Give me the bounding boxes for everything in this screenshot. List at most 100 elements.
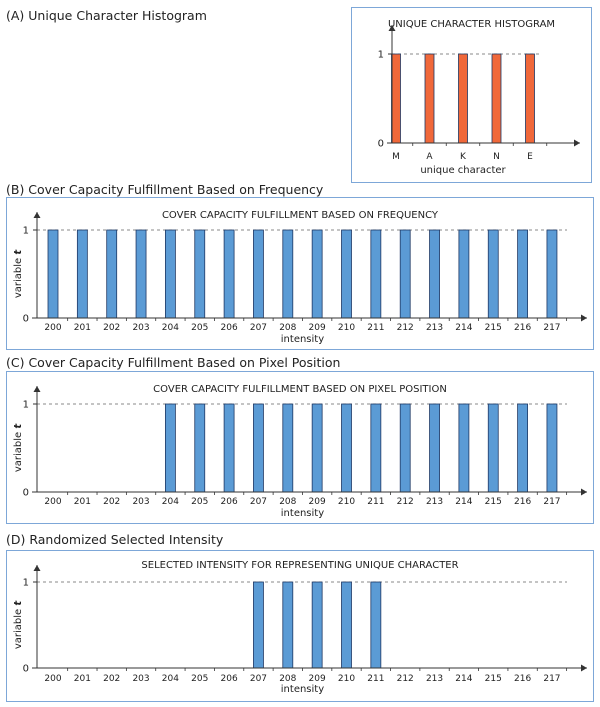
- bar: [341, 403, 352, 493]
- x-tick-label: M: [392, 152, 400, 162]
- bar: [194, 403, 206, 493]
- x-tick-label: 214: [455, 497, 472, 507]
- y-tick-label: 0: [23, 664, 29, 675]
- x-tick-label: 203: [132, 674, 149, 684]
- y-axis-label-text: variable: [13, 255, 24, 299]
- x-tick-label: 215: [485, 674, 502, 684]
- bar: [135, 229, 147, 319]
- chart-b: COVER CAPACITY FULFILLMENT BASED ON FREQ…: [13, 210, 587, 345]
- x-tick-label: 213: [426, 323, 443, 333]
- panel-c: COVER CAPACITY FULFILLMENT BASED ON PIXE…: [6, 371, 594, 524]
- x-axis-arrow: [581, 314, 587, 322]
- chart-title: COVER CAPACITY FULFILLMENT BASED ON FREQ…: [162, 210, 439, 221]
- x-tick-label: 202: [103, 497, 120, 507]
- x-tick-label: 209: [309, 323, 326, 333]
- bar: [223, 229, 235, 319]
- x-tick-label: 204: [162, 497, 179, 507]
- bar: [282, 229, 294, 319]
- x-axis-label: intensity: [281, 334, 324, 345]
- x-tick-label: 208: [279, 497, 296, 507]
- bar: [311, 403, 323, 493]
- x-tick-label: 215: [485, 497, 502, 507]
- bar: [164, 229, 176, 319]
- x-axis-label: intensity: [281, 508, 324, 519]
- x-tick-label: 204: [162, 674, 179, 684]
- bar: [76, 229, 88, 319]
- x-tick-label: 200: [44, 323, 61, 333]
- x-tick-label: 210: [338, 323, 355, 333]
- x-tick-label: 215: [485, 323, 502, 333]
- x-tick-label: 206: [221, 323, 238, 333]
- x-tick-label: 214: [455, 674, 472, 684]
- y-axis-label-text: variable: [13, 606, 24, 650]
- x-axis-label: unique character: [420, 165, 506, 176]
- heading-d: (D) Randomized Selected Intensity: [6, 532, 224, 547]
- x-axis-arrow: [581, 488, 587, 496]
- x-tick-label: 211: [367, 323, 384, 333]
- x-tick-label: E: [527, 152, 533, 162]
- x-tick-label: 203: [132, 323, 149, 333]
- y-axis-arrow: [33, 386, 41, 392]
- y-tick-label: 1: [23, 400, 29, 411]
- x-tick-label: 212: [397, 674, 414, 684]
- x-tick-label: 213: [426, 497, 443, 507]
- x-tick-label: 210: [338, 497, 355, 507]
- bar: [458, 53, 468, 144]
- bar: [370, 403, 382, 493]
- x-axis-arrow: [574, 139, 580, 147]
- bar: [370, 581, 382, 669]
- bar: [194, 229, 206, 319]
- x-tick-label: 211: [367, 497, 384, 507]
- y-axis-label: variable t: [13, 249, 24, 299]
- bar: [487, 229, 499, 319]
- y-tick-label: 0: [378, 139, 384, 150]
- x-tick-label: 201: [74, 497, 91, 507]
- chart-c: COVER CAPACITY FULFILLMENT BASED ON PIXE…: [13, 384, 587, 519]
- y-axis-arrow: [33, 565, 41, 571]
- x-tick-label: K: [460, 152, 467, 162]
- x-tick-label: 209: [309, 674, 326, 684]
- bar: [517, 229, 529, 319]
- x-tick-label: 208: [279, 674, 296, 684]
- bar: [341, 229, 352, 319]
- bar: [458, 229, 470, 319]
- bar: [164, 403, 176, 493]
- x-tick-label: 208: [279, 323, 296, 333]
- bar: [391, 53, 401, 144]
- bar: [311, 581, 323, 669]
- x-axis-label: intensity: [281, 684, 324, 695]
- bar: [282, 581, 294, 669]
- y-axis-label-variable: t: [13, 423, 24, 429]
- heading-b: (B) Cover Capacity Fulfillment Based on …: [6, 182, 324, 197]
- bar: [491, 53, 502, 144]
- x-tick-label: 207: [250, 674, 267, 684]
- x-tick-label: 217: [543, 674, 560, 684]
- x-tick-label: 211: [367, 674, 384, 684]
- bar: [429, 229, 440, 319]
- x-tick-label: 217: [543, 497, 560, 507]
- bar: [517, 403, 529, 493]
- bar: [399, 403, 411, 493]
- x-tick-label: 202: [103, 674, 120, 684]
- x-tick-label: 207: [250, 323, 267, 333]
- y-tick-label: 0: [23, 488, 29, 499]
- bar: [546, 403, 558, 493]
- x-tick-label: 201: [74, 323, 91, 333]
- x-tick-label: 212: [397, 323, 414, 333]
- x-axis-arrow: [581, 664, 587, 672]
- bar: [223, 403, 235, 493]
- bar: [429, 403, 440, 493]
- x-tick-label: 216: [514, 674, 531, 684]
- x-tick-label: 213: [426, 674, 443, 684]
- panel-d: SELECTED INTENSITY FOR REPRESENTING UNIQ…: [6, 550, 594, 702]
- y-axis-label-text: variable: [13, 429, 24, 473]
- x-tick-label: 200: [44, 497, 61, 507]
- x-tick-label: N: [493, 152, 500, 162]
- x-tick-label: 210: [338, 674, 355, 684]
- y-tick-label: 1: [378, 50, 384, 61]
- bar: [311, 229, 323, 319]
- x-tick-label: 200: [44, 674, 61, 684]
- bar: [458, 403, 470, 493]
- x-tick-label: A: [426, 152, 433, 162]
